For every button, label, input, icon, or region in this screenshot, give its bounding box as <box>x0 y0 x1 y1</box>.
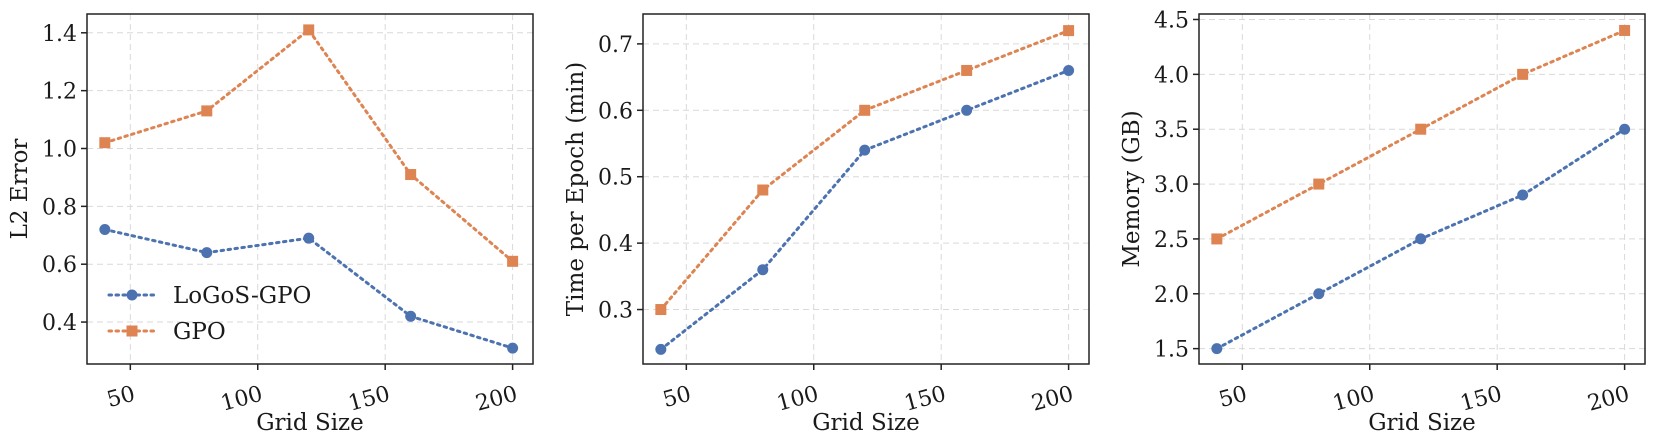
data-point-gpo <box>1517 68 1529 80</box>
data-point-logos-gpo <box>859 144 871 156</box>
data-point-logos-gpo <box>961 104 973 116</box>
data-point-logos-gpo <box>201 247 213 259</box>
legend: LoGoS-GPO GPO <box>107 283 311 345</box>
grid <box>1199 14 1645 364</box>
data-point-gpo <box>1063 25 1075 37</box>
data-point-gpo <box>507 255 519 267</box>
x-tick-label: 50 <box>1216 382 1250 413</box>
x-tick-label: 200 <box>473 382 520 417</box>
y-tick-label: 3.5 <box>1154 118 1189 143</box>
x-tick-label: 50 <box>660 382 694 413</box>
legend-label-gpo: GPO <box>173 319 226 345</box>
series-line-logos-gpo <box>103 227 515 350</box>
data-point-gpo <box>1211 233 1223 245</box>
data-point-gpo <box>303 24 315 36</box>
data-point-logos-gpo <box>507 342 519 354</box>
y-tick-label: 0.5 <box>598 166 633 191</box>
y-tick-label: 0.8 <box>42 195 77 220</box>
data-point-gpo <box>1313 178 1325 190</box>
data-point-logos-gpo <box>303 232 315 244</box>
data-point-logos-gpo <box>1313 288 1325 300</box>
data-point-logos-gpo <box>1211 343 1223 355</box>
x-tick-label: 200 <box>1585 382 1632 417</box>
series-line-gpo <box>103 27 515 263</box>
y-tick-label: 1.5 <box>1154 338 1189 363</box>
data-point-logos-gpo <box>99 223 111 235</box>
data-point-gpo <box>201 105 213 117</box>
x-axis-label: Grid Size <box>256 410 364 436</box>
plot-frame <box>642 13 1090 365</box>
y-tick-label: 2.0 <box>1154 283 1189 308</box>
data-point-gpo <box>99 137 111 149</box>
legend-marker-gpo <box>126 325 138 337</box>
x-axis-label: Grid Size <box>812 410 920 436</box>
y-axis-label: Time per Epoch (min) <box>563 62 589 316</box>
y-tick-label: 0.7 <box>598 33 633 58</box>
data-point-logos-gpo <box>1619 123 1631 135</box>
series-line-gpo <box>659 29 1071 312</box>
data-point-gpo <box>405 169 417 181</box>
y-tick-label: 2.5 <box>1154 228 1189 253</box>
y-tick-label: 3.0 <box>1154 173 1189 198</box>
y-tick-label: 1.4 <box>42 22 77 47</box>
data-point-logos-gpo <box>1063 64 1075 76</box>
data-point-logos-gpo <box>1415 233 1427 245</box>
legend-label-logos-gpo: LoGoS-GPO <box>173 283 311 309</box>
data-point-logos-gpo <box>1517 189 1529 201</box>
y-tick-label: 4.5 <box>1154 8 1189 33</box>
y-tick-label: 0.3 <box>598 299 633 324</box>
data-point-logos-gpo <box>405 310 417 322</box>
y-tick-label: 1.0 <box>42 138 77 163</box>
x-axis-label: Grid Size <box>1368 410 1476 436</box>
x-tick-label: 200 <box>1029 382 1076 417</box>
data-point-gpo <box>1415 123 1427 135</box>
data-point-logos-gpo <box>757 264 769 276</box>
plot-frame <box>86 13 534 365</box>
data-point-gpo <box>655 304 667 316</box>
y-tick-label: 0.4 <box>598 232 633 257</box>
data-point-gpo <box>1619 24 1631 36</box>
y-tick-label: 0.6 <box>598 99 633 124</box>
legend-marker-logos-gpo <box>126 289 138 301</box>
y-axis-label: Memory (GB) <box>1119 110 1145 267</box>
data-point-gpo <box>859 104 871 116</box>
plot-frame <box>1198 13 1646 365</box>
x-tick-label: 50 <box>104 382 138 413</box>
data-point-gpo <box>757 184 769 196</box>
y-tick-label: 4.0 <box>1154 63 1189 88</box>
y-axis-label: L2 Error <box>7 139 33 240</box>
y-tick-label: 0.6 <box>42 253 77 278</box>
data-point-gpo <box>961 64 973 76</box>
y-tick-label: 1.2 <box>42 80 77 105</box>
grid <box>87 14 533 364</box>
data-point-logos-gpo <box>655 343 667 355</box>
y-tick-label: 0.4 <box>42 311 77 336</box>
